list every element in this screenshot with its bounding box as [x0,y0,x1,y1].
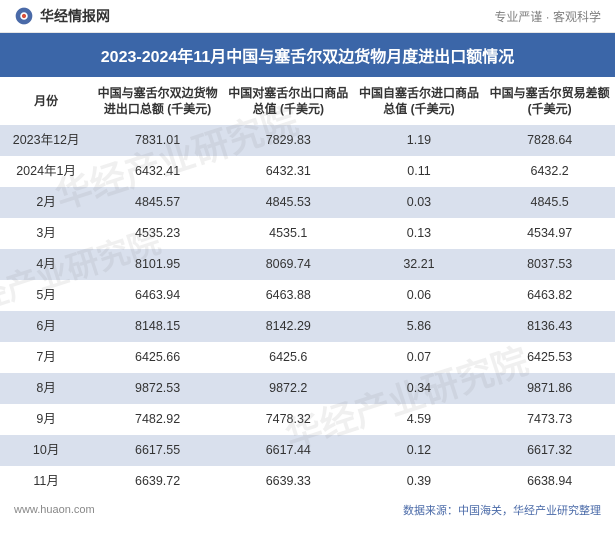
cell-value: 0.13 [354,218,485,249]
logo-icon [14,6,34,26]
cell-month: 11月 [0,466,92,497]
cell-value: 7829.83 [223,125,354,156]
table-row: 4月8101.958069.7432.218037.53 [0,249,615,280]
cell-value: 4845.57 [92,187,223,218]
cell-value: 4534.97 [484,218,615,249]
cell-value: 8037.53 [484,249,615,280]
cell-value: 6432.41 [92,156,223,187]
cell-value: 6425.6 [223,342,354,373]
cell-value: 0.03 [354,187,485,218]
cell-value: 6617.32 [484,435,615,466]
cell-value: 5.86 [354,311,485,342]
cell-value: 0.07 [354,342,485,373]
cell-value: 0.12 [354,435,485,466]
col-header-total: 中国与塞舌尔双边货物进出口总额 (千美元) [92,77,223,125]
cell-month: 10月 [0,435,92,466]
cell-value: 7831.01 [92,125,223,156]
cell-value: 7482.92 [92,404,223,435]
col-header-export: 中国对塞舌尔出口商品总值 (千美元) [223,77,354,125]
logo-area: 华经情报网 [14,6,110,26]
page-header: 华经情报网 专业严谨 · 客观科学 [0,0,615,33]
cell-value: 8142.29 [223,311,354,342]
cell-month: 8月 [0,373,92,404]
cell-value: 6432.2 [484,156,615,187]
table-row: 8月9872.539872.20.349871.86 [0,373,615,404]
cell-value: 0.06 [354,280,485,311]
page-footer: www.huaon.com 数据来源：中国海关，华经产业研究整理 [0,497,615,522]
cell-value: 8136.43 [484,311,615,342]
cell-value: 4.59 [354,404,485,435]
cell-value: 6617.44 [223,435,354,466]
cell-month: 2024年1月 [0,156,92,187]
cell-month: 5月 [0,280,92,311]
cell-value: 6432.31 [223,156,354,187]
col-header-import: 中国自塞舌尔进口商品总值 (千美元) [354,77,485,125]
table-body: 2023年12月7831.017829.831.197828.642024年1月… [0,125,615,497]
cell-month: 2月 [0,187,92,218]
cell-value: 9872.2 [223,373,354,404]
cell-value: 1.19 [354,125,485,156]
table-row: 3月4535.234535.10.134534.97 [0,218,615,249]
table-header-row: 月份 中国与塞舌尔双边货物进出口总额 (千美元) 中国对塞舌尔出口商品总值 (千… [0,77,615,125]
cell-value: 7828.64 [484,125,615,156]
cell-value: 4535.1 [223,218,354,249]
cell-value: 7473.73 [484,404,615,435]
cell-value: 4845.5 [484,187,615,218]
cell-value: 8069.74 [223,249,354,280]
table-row: 11月6639.726639.330.396638.94 [0,466,615,497]
cell-value: 6617.55 [92,435,223,466]
cell-value: 6425.66 [92,342,223,373]
data-table-wrap: 月份 中国与塞舌尔双边货物进出口总额 (千美元) 中国对塞舌尔出口商品总值 (千… [0,77,615,497]
table-row: 2024年1月6432.416432.310.116432.2 [0,156,615,187]
table-row: 9月7482.927478.324.597473.73 [0,404,615,435]
col-header-month: 月份 [0,77,92,125]
table-row: 7月6425.666425.60.076425.53 [0,342,615,373]
cell-value: 6639.72 [92,466,223,497]
cell-month: 4月 [0,249,92,280]
table-row: 5月6463.946463.880.066463.82 [0,280,615,311]
cell-value: 0.11 [354,156,485,187]
table-row: 10月6617.556617.440.126617.32 [0,435,615,466]
table-title: 2023-2024年11月中国与塞舌尔双边货物月度进出口额情况 [0,33,615,77]
table-row: 2023年12月7831.017829.831.197828.64 [0,125,615,156]
cell-value: 6463.88 [223,280,354,311]
cell-value: 4535.23 [92,218,223,249]
cell-value: 6639.33 [223,466,354,497]
cell-value: 9871.86 [484,373,615,404]
cell-value: 8101.95 [92,249,223,280]
cell-month: 2023年12月 [0,125,92,156]
cell-value: 8148.15 [92,311,223,342]
cell-value: 4845.53 [223,187,354,218]
cell-value: 32.21 [354,249,485,280]
cell-month: 3月 [0,218,92,249]
cell-value: 0.34 [354,373,485,404]
cell-value: 7478.32 [223,404,354,435]
data-table: 月份 中国与塞舌尔双边货物进出口总额 (千美元) 中国对塞舌尔出口商品总值 (千… [0,77,615,497]
cell-month: 9月 [0,404,92,435]
col-header-balance: 中国与塞舌尔贸易差额 (千美元) [484,77,615,125]
footer-url: www.huaon.com [14,504,95,516]
logo-text: 华经情报网 [40,6,110,26]
table-row: 2月4845.574845.530.034845.5 [0,187,615,218]
header-tagline: 专业严谨 · 客观科学 [494,8,601,25]
cell-value: 9872.53 [92,373,223,404]
cell-value: 6463.82 [484,280,615,311]
footer-source: 数据来源：中国海关，华经产业研究整理 [403,502,601,518]
cell-month: 6月 [0,311,92,342]
cell-value: 6463.94 [92,280,223,311]
cell-value: 6425.53 [484,342,615,373]
cell-value: 6638.94 [484,466,615,497]
table-row: 6月8148.158142.295.868136.43 [0,311,615,342]
cell-month: 7月 [0,342,92,373]
cell-value: 0.39 [354,466,485,497]
